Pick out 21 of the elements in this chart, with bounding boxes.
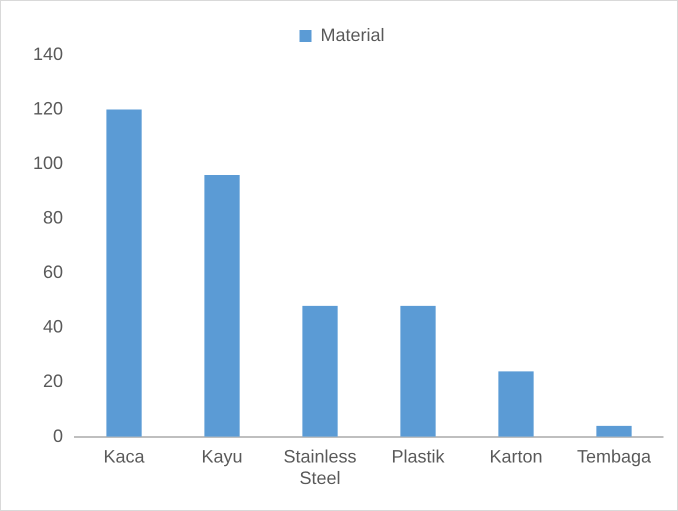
- bar: [302, 306, 338, 437]
- y-tick-label: 0: [53, 426, 64, 446]
- y-tick-label: 40: [43, 316, 64, 337]
- y-tick-label: 80: [43, 208, 64, 228]
- x-tick-label: Kaca: [104, 446, 146, 467]
- y-tick-label: 20: [43, 371, 64, 392]
- bar: [204, 174, 240, 437]
- x-tick-label: Tembaga: [576, 446, 652, 467]
- y-tick-label: 140: [32, 44, 64, 64]
- y-tick-label: 120: [32, 98, 64, 119]
- legend-label: Material: [320, 24, 385, 45]
- x-tick-label: Karton: [489, 446, 543, 467]
- y-tick-label: 60: [43, 262, 64, 282]
- y-tick-label: 100: [32, 153, 64, 174]
- bar: [596, 426, 632, 437]
- x-tick-label: Plastik: [392, 446, 446, 467]
- bar: [106, 110, 142, 437]
- bar: [400, 306, 436, 437]
- bar: [498, 371, 534, 437]
- x-tick-label: Kayu: [202, 446, 243, 467]
- x-tick-label: Stainless Steel: [283, 446, 357, 488]
